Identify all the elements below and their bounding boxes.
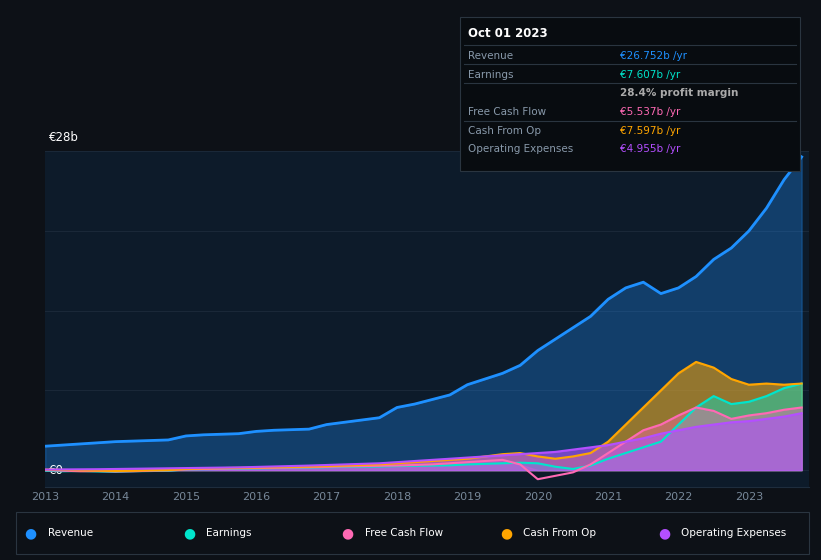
Text: Free Cash Flow: Free Cash Flow xyxy=(468,107,546,117)
Text: ●: ● xyxy=(342,526,354,540)
Text: ●: ● xyxy=(25,526,37,540)
Text: €26.752b /yr: €26.752b /yr xyxy=(620,51,687,61)
Text: €7.607b /yr: €7.607b /yr xyxy=(620,69,680,80)
Text: ●: ● xyxy=(500,526,512,540)
Text: Revenue: Revenue xyxy=(468,51,513,61)
Text: €7.597b /yr: €7.597b /yr xyxy=(620,126,681,136)
Text: Oct 01 2023: Oct 01 2023 xyxy=(468,27,548,40)
Text: Operating Expenses: Operating Expenses xyxy=(681,529,787,538)
Text: Earnings: Earnings xyxy=(206,529,251,538)
Text: 28.4% profit margin: 28.4% profit margin xyxy=(620,88,738,99)
Text: €28b: €28b xyxy=(49,132,79,144)
Text: ●: ● xyxy=(658,526,671,540)
Text: Free Cash Flow: Free Cash Flow xyxy=(365,529,443,538)
Text: €4.955b /yr: €4.955b /yr xyxy=(620,144,681,155)
Text: €0: €0 xyxy=(49,464,64,477)
Text: Operating Expenses: Operating Expenses xyxy=(468,144,573,155)
Text: Revenue: Revenue xyxy=(48,529,93,538)
Text: €5.537b /yr: €5.537b /yr xyxy=(620,107,681,117)
Text: Cash From Op: Cash From Op xyxy=(523,529,596,538)
Text: Earnings: Earnings xyxy=(468,69,513,80)
Text: Cash From Op: Cash From Op xyxy=(468,126,541,136)
Text: ●: ● xyxy=(183,526,195,540)
